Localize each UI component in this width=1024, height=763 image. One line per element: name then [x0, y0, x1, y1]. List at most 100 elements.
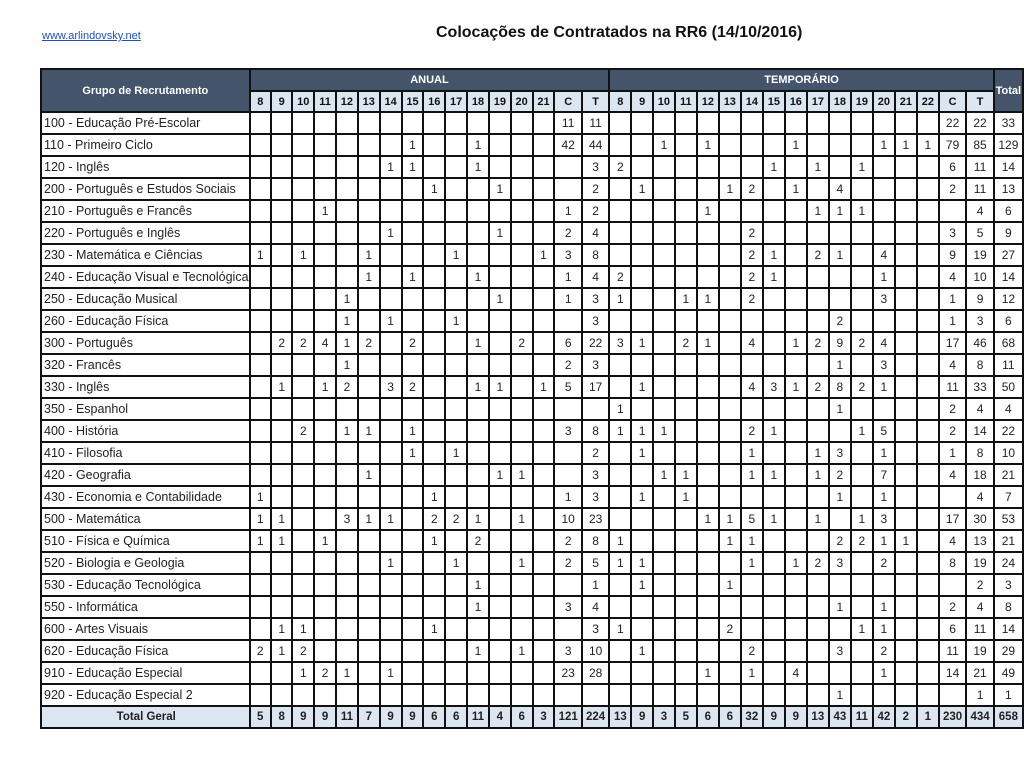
temp-cell: [783, 199, 808, 223]
anual-cell: 1: [553, 485, 583, 509]
anual-cell: [291, 529, 316, 553]
anual-cell: [509, 155, 534, 179]
temp-cell: 4: [965, 199, 995, 223]
anual-cell: 1: [466, 265, 490, 289]
anual-cell: [400, 177, 425, 201]
anual-cell: [356, 485, 381, 509]
temp-cell: [651, 155, 676, 179]
anual-cell: [531, 529, 556, 553]
temp-cell: [849, 243, 874, 267]
anual-cell: 3: [553, 419, 583, 443]
anual-cell: [531, 639, 556, 663]
temp-cell: [651, 353, 676, 377]
anual-cell: 1: [553, 287, 583, 311]
group-label: 550 - Informática: [40, 595, 251, 619]
anual-cell: [487, 265, 512, 289]
anual-cell: [487, 155, 512, 179]
anual-cell: [335, 551, 359, 575]
row-total: 13: [992, 177, 1024, 201]
temp-cell: [761, 441, 786, 465]
anual-cell: [400, 287, 425, 311]
temp-cell: [915, 111, 940, 135]
anual-cell: 1: [531, 243, 556, 267]
anual-cell: [335, 243, 359, 267]
group-label-text: 120 - Inglês: [44, 160, 110, 174]
temp-cell: [783, 463, 808, 487]
anual-cell: [291, 133, 316, 157]
group-label-text: 240 - Educação Visual e Tecnológica: [44, 270, 249, 284]
anual-cell: 1: [444, 441, 469, 465]
group-label: 420 - Geografia: [40, 463, 251, 487]
temp-cell: 17: [937, 507, 968, 531]
site-link[interactable]: www.arlindovsky.net: [42, 30, 141, 42]
temp-cell: 1: [871, 133, 896, 157]
table-row: 300 - Português 2 2 4 1 2 2 1 2 6 22 3 1 2 1 4 1 2 9 2 4 17 46…: [40, 331, 1024, 355]
temp-cell: 1: [805, 155, 830, 179]
anual-cell: 1: [378, 309, 403, 333]
anual-cell: [313, 573, 337, 597]
anual-cell: [291, 463, 316, 487]
row-total: 50: [992, 375, 1024, 399]
temp-cell: [717, 287, 742, 311]
group-label: 600 - Artes Visuais: [40, 617, 251, 641]
anual-cell: 1: [466, 573, 490, 597]
anual-cell: [269, 243, 294, 267]
anual-header: ANUAL: [248, 68, 611, 92]
anual-cell: 9: [313, 705, 337, 729]
anual-cell: [291, 441, 316, 465]
temp-cell: [651, 177, 676, 201]
group-label: 430 - Economia e Contabilidade: [40, 485, 251, 509]
anual-cell: [466, 177, 490, 201]
anual-cell: [466, 661, 490, 685]
temp-cell: [871, 683, 896, 707]
temp-cell: 2: [937, 177, 968, 201]
anual-cell: [531, 463, 556, 487]
row-total: 49: [992, 661, 1024, 685]
temp-cell: [915, 331, 940, 355]
temp-cell: [761, 661, 786, 685]
anual-cell: [487, 485, 512, 509]
temp-col-10: 10: [651, 90, 676, 113]
anual-cell: [487, 353, 512, 377]
anual-cell: 1: [313, 529, 337, 553]
temp-cell: [717, 639, 742, 663]
temp-cell: 9: [761, 705, 786, 729]
anual-cell: [378, 441, 403, 465]
temp-cell: 1: [630, 177, 654, 201]
anual-cell: [422, 595, 447, 619]
anual-cell: 1: [531, 375, 556, 399]
temp-cell: [630, 133, 654, 157]
temp-cell: [871, 199, 896, 223]
anual-cell: 1: [466, 133, 490, 157]
temp-cell: 1: [965, 683, 995, 707]
anual-cell: [509, 177, 534, 201]
anual-cell: [291, 177, 316, 201]
temp-cell: [695, 463, 720, 487]
temp-cell: 2: [937, 595, 968, 619]
temp-cell: [608, 639, 633, 663]
temp-cell: 1: [871, 617, 896, 641]
temp-cell: [739, 353, 764, 377]
temp-cell: 11: [849, 705, 874, 729]
temp-cell: [893, 111, 918, 135]
anual-cell: [422, 243, 447, 267]
row-total: 68: [992, 331, 1024, 355]
anual-cell: 1: [400, 265, 425, 289]
anual-cell: 5: [553, 375, 583, 399]
temp-cell: [717, 199, 742, 223]
temp-col-16: 16: [783, 90, 808, 113]
anual-cell: 4: [580, 221, 611, 245]
temp-cell: [717, 133, 742, 157]
temp-cell: 1: [937, 441, 968, 465]
temp-cell: 1: [937, 287, 968, 311]
temp-cell: 1: [630, 441, 654, 465]
anual-cell: 2: [269, 331, 294, 355]
temp-cell: [608, 485, 633, 509]
temp-cell: [915, 419, 940, 443]
anual-cell: [466, 463, 490, 487]
temp-cell: [673, 243, 698, 267]
anual-cell: [356, 309, 381, 333]
anual-cell: [378, 111, 403, 135]
temp-cell: 1: [849, 199, 874, 223]
anual-cell: 6: [553, 331, 583, 355]
